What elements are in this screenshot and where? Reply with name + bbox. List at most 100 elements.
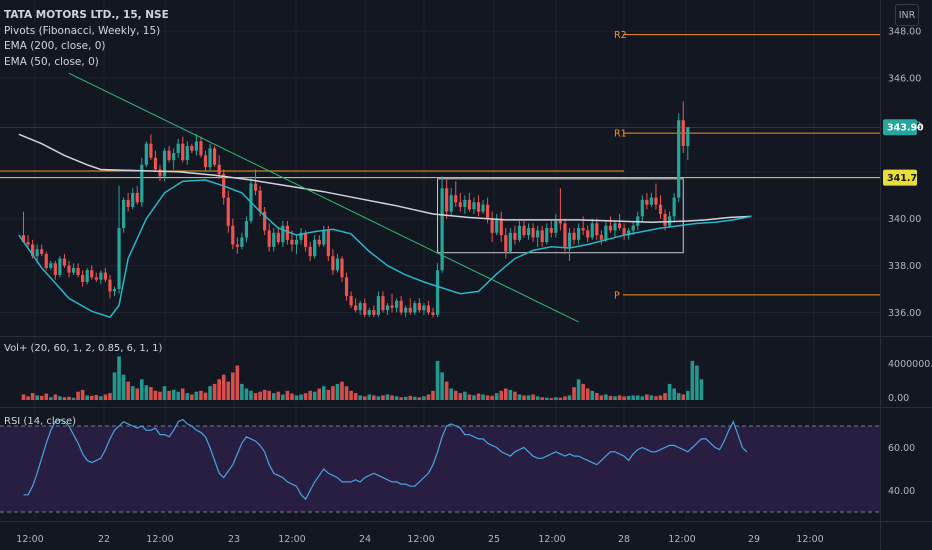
candle-body [99,272,103,280]
candle-body [81,274,85,283]
legend-item-ema200[interactable]: EMA (200, close, 0) [4,40,106,52]
volume-bar [308,390,312,400]
volume-bar [103,394,108,400]
candle-body [581,228,585,231]
candle-body [258,190,262,212]
candle-body [112,289,117,292]
candle-body [435,270,440,315]
volume-bar [58,396,62,400]
candle-body [590,223,594,238]
legend-item-ema50[interactable]: EMA (50, close, 0) [4,55,99,68]
candle-body [90,270,94,278]
candle-body [431,312,435,315]
volume-bar [39,395,44,400]
currency-button[interactable]: INR [895,4,919,26]
volume-bar [435,360,440,400]
candle-body [627,230,631,236]
candle-body [44,253,48,268]
volume-bar [149,387,153,400]
candle-body [349,296,353,306]
candle-body [290,239,294,245]
candle-body [122,199,126,229]
time-axis-tick: 29 [748,534,760,545]
candle-body [395,300,399,308]
volume-bar [240,383,244,400]
volume-indicator-label[interactable]: Vol+ (20, 60, 1, 2, 0.85, 6, 1, 1) [4,343,163,354]
volume-bar [581,383,585,400]
volume-bar [299,394,303,400]
candle-body [549,228,553,233]
volume-bar [626,395,631,400]
volume-bar [376,396,381,400]
volume-bar [699,379,704,400]
candle-body [586,230,590,238]
candle-body [85,270,89,283]
volume-bar [663,393,667,400]
candle-body [522,225,526,236]
candle-body [285,225,289,240]
candle-body [677,120,681,198]
ema200-line [18,133,752,223]
volume-bar [231,372,235,400]
volume-bar [453,390,458,400]
volume-bar [340,381,344,400]
volume-bar [117,356,121,400]
candle-body [481,204,485,212]
symbol-title[interactable]: TATA MOTORS LTD., 15, NSE [4,9,169,21]
candle-body [176,143,180,154]
candle-body [185,146,189,161]
volume-axis-tick-max: 4000000.00 [888,359,932,370]
volume-bar [89,395,94,400]
volume-bar [212,383,217,400]
rsi-axis-tick: 60.00 [888,443,915,454]
candle-body [440,188,444,271]
candle-body [654,197,658,205]
volume-bar [549,398,554,400]
volume-bar [381,395,385,400]
candle-body [385,305,390,311]
volume-bar [135,388,140,400]
volume-bar [631,395,635,400]
volume-bar [253,393,258,400]
rsi-indicator-label[interactable]: RSI (14, close) [4,416,77,427]
candle-body [358,303,362,311]
candle-body [426,305,431,313]
candle-body [686,127,690,147]
candle-body [190,146,194,151]
candle-body [649,197,653,205]
candle-body [299,232,303,240]
volume-bar [431,390,435,400]
candle-body [31,244,35,257]
volume-bar [99,396,103,400]
candle-body [58,258,62,275]
volume-bar [585,388,590,400]
volume-bar [526,395,531,400]
legend-item-pivots[interactable]: Pivots (Fibonacci, Weekly, 15) [4,24,161,37]
volume-bar [667,383,672,400]
current-price-label: 343.90 [887,123,924,134]
candle-body [599,235,603,240]
candle-body [390,305,394,308]
volume-bar [85,395,89,400]
candle-body [572,232,576,240]
volume-bar [358,395,362,400]
volume-bar [599,395,604,400]
time-axis-tick: 12:00 [16,534,43,545]
candle-body [454,195,458,203]
volume-bar [394,396,399,400]
volume-bar [681,394,686,400]
candle-body [517,225,522,240]
volume-bar [408,395,413,400]
candle-body [467,199,471,210]
candle-body [631,225,635,231]
candle-body [577,228,581,240]
volume-bar [554,397,558,400]
volume-bar [558,397,563,400]
volume-bar [235,365,240,400]
volume-bar [494,393,499,400]
candle-body [658,204,663,215]
consolidation-box [437,178,684,254]
volume-bar [281,394,285,400]
